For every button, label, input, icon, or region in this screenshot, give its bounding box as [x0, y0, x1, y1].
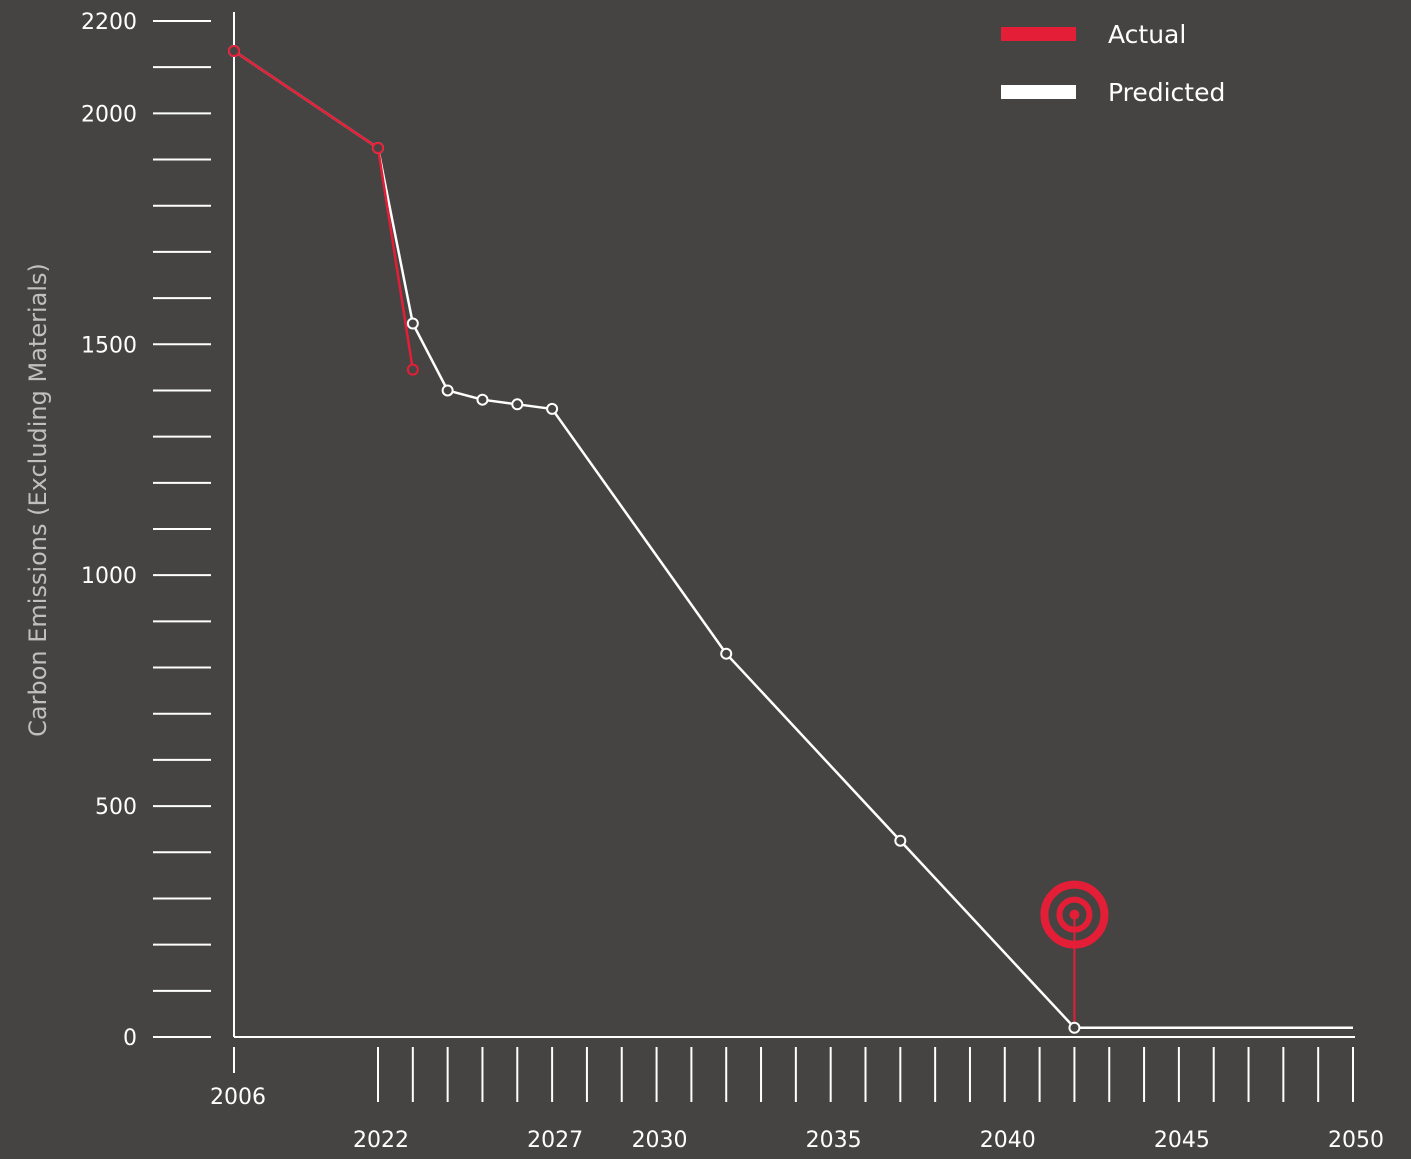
point-predicted — [546, 402, 559, 415]
axes — [233, 12, 1355, 1038]
legend-label-actual: Actual — [1108, 20, 1186, 49]
point-predicted — [441, 384, 454, 397]
target-outer-ring — [1040, 880, 1109, 949]
y-tick-label: 1500 — [81, 333, 137, 358]
point-predicted — [406, 317, 419, 330]
point-predicted — [1068, 1021, 1081, 1034]
series-line-actual — [233, 49, 415, 370]
x-tick-label: 2045 — [1154, 1128, 1210, 1153]
target-inner-ring — [1056, 896, 1093, 933]
x-tick-label: 2050 — [1328, 1128, 1384, 1153]
point-predicted — [720, 647, 733, 660]
x-tick-label: 2035 — [806, 1128, 862, 1153]
x-tick-label: 2006 — [210, 1085, 266, 1110]
y-tick-label: 1000 — [81, 564, 137, 589]
point-predicted — [511, 398, 524, 411]
y-tick-label: 0 — [123, 1026, 137, 1051]
series-lines — [233, 49, 1353, 1030]
y-tick-label: 2200 — [81, 10, 137, 35]
x-tick-label: 2030 — [632, 1128, 688, 1153]
legend: Actual Predicted — [1001, 20, 1225, 107]
y-axis-title: Carbon Emissions (Excluding Materials) — [24, 263, 52, 737]
y-tick-label: 2000 — [81, 102, 137, 127]
x-tick-labels: 2006 2022 2027 2030 2035 2040 2045 2050 — [210, 1085, 1384, 1153]
point-actual — [406, 363, 419, 376]
x-tick-label: 2027 — [527, 1128, 583, 1153]
x-minor-ticks — [233, 1047, 1354, 1102]
point-predicted — [894, 834, 907, 847]
series-line-predicted — [233, 49, 1353, 1030]
legend-swatch-predicted — [1001, 85, 1076, 99]
y-tick-labels: 0 500 1000 1500 2000 2200 — [81, 10, 137, 1051]
x-tick-label: 2022 — [353, 1128, 409, 1153]
point-actual — [228, 45, 240, 58]
x-tick-label: 2040 — [980, 1128, 1036, 1153]
y-minor-ticks — [153, 20, 211, 1038]
target-center — [1069, 909, 1080, 920]
series-points — [228, 45, 1081, 1034]
legend-swatch-actual — [1001, 27, 1076, 41]
point-predicted — [476, 393, 489, 406]
legend-label-predicted: Predicted — [1108, 78, 1225, 107]
point-actual — [372, 142, 384, 154]
target-group — [1040, 880, 1109, 1028]
y-tick-label: 500 — [95, 795, 137, 820]
